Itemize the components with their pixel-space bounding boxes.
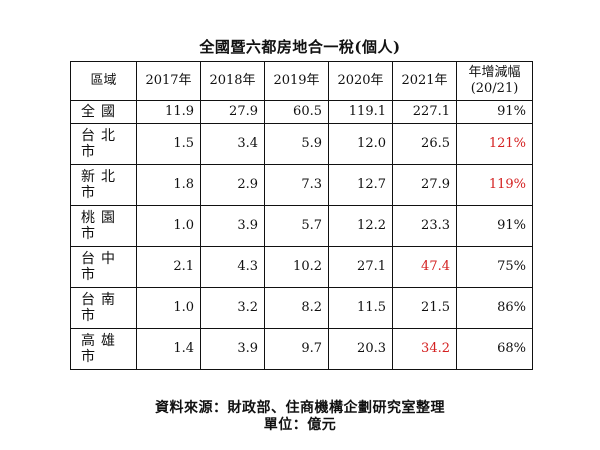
value-cell: 9.7 <box>264 328 329 370</box>
header-2017: 2017年 <box>136 61 201 101</box>
table-row: 新北市 1.8 2.9 7.3 12.7 27.9 119% <box>70 164 533 206</box>
region-cell: 高雄市 <box>70 328 137 370</box>
value-cell: 5.7 <box>264 205 329 247</box>
value-cell: 4.3 <box>200 246 265 288</box>
table-row: 台南市 1.0 3.2 8.2 11.5 21.5 86% <box>70 287 533 329</box>
value-cell: 227.1 <box>392 100 457 124</box>
region-cell: 全國 <box>70 100 137 124</box>
header-2019: 2019年 <box>264 61 329 101</box>
value-cell: 12.0 <box>328 123 393 165</box>
region-cell: 桃園市 <box>70 205 137 247</box>
change-cell: 119% <box>456 164 533 206</box>
value-cell: 1.4 <box>136 328 201 370</box>
value-cell: 7.3 <box>264 164 329 206</box>
header-2020: 2020年 <box>328 61 393 101</box>
value-cell: 1.0 <box>136 287 201 329</box>
value-cell: 60.5 <box>264 100 329 124</box>
value-cell: 47.4 <box>392 246 457 288</box>
value-cell: 20.3 <box>328 328 393 370</box>
value-cell: 27.9 <box>392 164 457 206</box>
tax-data-table: 區域 2017年 2018年 2019年 2020年 2021年 年增減幅 (2… <box>70 61 533 370</box>
value-cell: 3.9 <box>200 328 265 370</box>
table-row: 台中市 2.1 4.3 10.2 27.1 47.4 75% <box>70 246 533 288</box>
table-row: 台北市 1.5 3.4 5.9 12.0 26.5 121% <box>70 123 533 165</box>
header-row: 區域 2017年 2018年 2019年 2020年 2021年 年增減幅 (2… <box>70 61 533 101</box>
value-cell: 12.7 <box>328 164 393 206</box>
change-cell: 68% <box>456 328 533 370</box>
value-cell: 12.2 <box>328 205 393 247</box>
header-2021: 2021年 <box>392 61 457 101</box>
change-cell: 91% <box>456 205 533 247</box>
value-cell: 11.5 <box>328 287 393 329</box>
region-cell: 台中市 <box>70 246 137 288</box>
value-cell: 8.2 <box>264 287 329 329</box>
value-cell: 1.0 <box>136 205 201 247</box>
change-cell: 121% <box>456 123 533 165</box>
source-note: 資料來源：財政部、住商機構企劃研究室整理 <box>155 400 445 416</box>
change-cell: 86% <box>456 287 533 329</box>
header-2018: 2018年 <box>200 61 265 101</box>
value-cell: 3.9 <box>200 205 265 247</box>
value-cell: 5.9 <box>264 123 329 165</box>
value-cell: 26.5 <box>392 123 457 165</box>
value-cell: 23.3 <box>392 205 457 247</box>
region-cell: 台北市 <box>70 123 137 165</box>
header-region: 區域 <box>70 61 137 101</box>
region-cell: 新北市 <box>70 164 137 206</box>
value-cell: 119.1 <box>328 100 393 124</box>
table-title: 全國暨六都房地合一稅(個人) <box>199 38 401 56</box>
table-row: 高雄市 1.4 3.9 9.7 20.3 34.2 68% <box>70 328 533 370</box>
change-cell: 91% <box>456 100 533 124</box>
table-row: 全國 11.9 27.9 60.5 119.1 227.1 91% <box>70 100 533 124</box>
value-cell: 3.4 <box>200 123 265 165</box>
value-cell: 34.2 <box>392 328 457 370</box>
change-cell: 75% <box>456 246 533 288</box>
value-cell: 2.9 <box>200 164 265 206</box>
value-cell: 1.5 <box>136 123 201 165</box>
value-cell: 3.2 <box>200 287 265 329</box>
value-cell: 11.9 <box>136 100 201 124</box>
value-cell: 27.1 <box>328 246 393 288</box>
unit-note: 單位：億元 <box>263 417 337 433</box>
value-cell: 10.2 <box>264 246 329 288</box>
value-cell: 1.8 <box>136 164 201 206</box>
value-cell: 2.1 <box>136 246 201 288</box>
table-row: 桃園市 1.0 3.9 5.7 12.2 23.3 91% <box>70 205 533 247</box>
header-change: 年增減幅 (20/21) <box>456 61 533 101</box>
region-cell: 台南市 <box>70 287 137 329</box>
value-cell: 27.9 <box>200 100 265 124</box>
value-cell: 21.5 <box>392 287 457 329</box>
